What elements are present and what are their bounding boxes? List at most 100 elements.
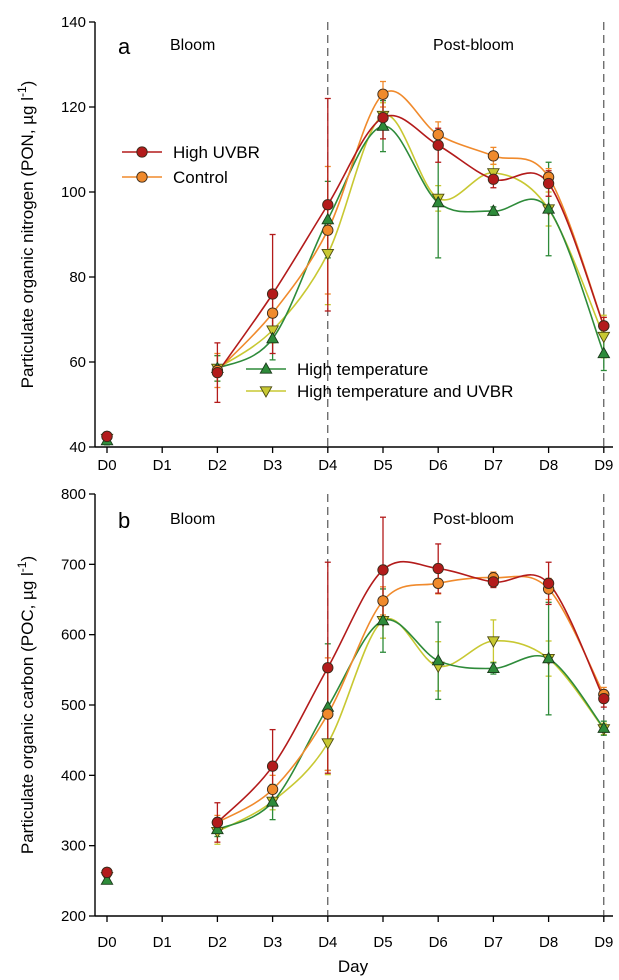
y-axis-label-sup: -1 bbox=[15, 86, 29, 97]
legend-entry: Control bbox=[122, 168, 228, 187]
data-point bbox=[377, 111, 389, 124]
y-axis-label: Particulate organic carbon (POC, µg l-1) bbox=[15, 556, 37, 854]
data-point bbox=[210, 822, 224, 835]
legend-label: High temperature and UVBR bbox=[297, 382, 513, 401]
data-point bbox=[432, 139, 444, 151]
data-point bbox=[377, 88, 389, 100]
x-tick-label: D3 bbox=[263, 934, 282, 951]
data-point bbox=[321, 249, 335, 261]
data-point bbox=[321, 738, 335, 750]
y-tick-label: 140 bbox=[61, 14, 86, 31]
region-label-bloom: Bloom bbox=[170, 511, 215, 528]
data-point bbox=[487, 173, 500, 185]
x-tick-label: D1 bbox=[153, 457, 172, 474]
x-tick-label: D5 bbox=[373, 457, 392, 474]
data-point bbox=[101, 430, 113, 443]
legend-entry: High temperature and UVBR bbox=[246, 382, 513, 401]
data-point bbox=[432, 577, 444, 589]
data-point bbox=[322, 662, 334, 674]
data-point bbox=[542, 202, 556, 214]
legend-marker bbox=[136, 171, 148, 183]
data-point bbox=[322, 199, 334, 211]
panel-letter: b bbox=[118, 508, 130, 533]
panel-a: 40 60 80 100 120 140 D0 D1 D2 D3 D4 D5 D6 D7 D8 D9 Parti… bbox=[15, 14, 613, 474]
data-point bbox=[211, 366, 224, 379]
legend-marker bbox=[259, 386, 273, 398]
data-point bbox=[487, 576, 500, 588]
legend-entry: High temperature bbox=[246, 360, 428, 379]
x-tick-label: D8 bbox=[539, 934, 558, 951]
data-point bbox=[598, 693, 610, 705]
x-tick-label: D0 bbox=[97, 934, 116, 951]
y-axis-label: Particulate organic nitrogen (PON, µg l-… bbox=[15, 81, 37, 389]
data-point bbox=[377, 595, 389, 607]
y-tick-label: 200 bbox=[61, 908, 86, 925]
series-control bbox=[104, 571, 607, 877]
y-tick-label: 100 bbox=[61, 184, 86, 201]
data-point bbox=[211, 816, 224, 829]
x-tick-label: D4 bbox=[318, 934, 337, 951]
x-tick-label: D9 bbox=[594, 457, 613, 474]
legend-marker bbox=[136, 146, 148, 158]
x-tick-label: D7 bbox=[484, 457, 503, 474]
y-axis-label-main: Particulate organic nitrogen (PON, µg l bbox=[18, 97, 37, 388]
data-point bbox=[376, 119, 390, 131]
y-tick-label: 60 bbox=[69, 354, 86, 371]
data-point bbox=[266, 288, 279, 300]
x-tick-label: D0 bbox=[97, 457, 116, 474]
data-point bbox=[266, 307, 279, 319]
region-label-post-bloom: Post-bloom bbox=[433, 511, 514, 528]
data-point bbox=[432, 128, 444, 141]
y-tick-label: 700 bbox=[61, 556, 86, 573]
data-point bbox=[266, 760, 279, 772]
data-point bbox=[377, 564, 389, 576]
x-tick-label: D5 bbox=[373, 934, 392, 951]
data-point bbox=[486, 661, 500, 674]
series-high-uvbr bbox=[104, 516, 607, 877]
data-point bbox=[542, 577, 555, 589]
data-point bbox=[597, 331, 611, 344]
y-tick-label: 800 bbox=[61, 486, 86, 503]
region-label-post-bloom: Post-bloom bbox=[433, 37, 514, 54]
region-label-bloom: Bloom bbox=[170, 37, 215, 54]
y-tick-label: 300 bbox=[61, 838, 86, 855]
y-tick-label: 120 bbox=[61, 99, 86, 116]
x-tick-label: D6 bbox=[429, 934, 448, 951]
series-line bbox=[216, 561, 605, 824]
y-tick-label: 80 bbox=[69, 269, 86, 286]
x-axis-label: Day bbox=[338, 957, 369, 976]
x-tick-label: D7 bbox=[484, 934, 503, 951]
series-high-temperature bbox=[104, 588, 607, 885]
x-tick-label: D4 bbox=[318, 457, 337, 474]
legend-entry: High UVBR bbox=[122, 143, 260, 162]
x-tick-label: D1 bbox=[153, 934, 172, 951]
data-point bbox=[542, 651, 556, 664]
data-point bbox=[431, 195, 445, 208]
data-point bbox=[486, 204, 500, 216]
y-axis-label-sup: -1 bbox=[15, 561, 29, 572]
x-tick-label: D2 bbox=[208, 934, 227, 951]
y-axis-label-suffix: ) bbox=[18, 556, 37, 562]
data-point bbox=[100, 873, 114, 885]
y-axis-label-main: Particulate organic carbon (POC, µg l bbox=[18, 572, 37, 854]
legend-label: High temperature bbox=[297, 360, 428, 379]
y-tick-label: 40 bbox=[69, 439, 86, 456]
y-axis-label-suffix: ) bbox=[18, 81, 37, 87]
legend-marker bbox=[259, 362, 273, 374]
x-tick-label: D3 bbox=[263, 457, 282, 474]
data-point bbox=[266, 795, 280, 807]
x-tick-label: D8 bbox=[539, 457, 558, 474]
y-tick-label: 400 bbox=[61, 767, 86, 784]
data-point bbox=[432, 562, 444, 575]
y-tick-label: 500 bbox=[61, 697, 86, 714]
legend-label: Control bbox=[173, 168, 228, 187]
data-point bbox=[431, 653, 445, 666]
data-point bbox=[101, 866, 113, 879]
x-tick-label: D2 bbox=[208, 457, 227, 474]
data-point bbox=[598, 320, 610, 332]
x-tick-label: D9 bbox=[594, 934, 613, 951]
data-point bbox=[266, 325, 280, 338]
data-point bbox=[266, 331, 280, 344]
data-point bbox=[597, 721, 611, 733]
data-point bbox=[322, 224, 334, 236]
